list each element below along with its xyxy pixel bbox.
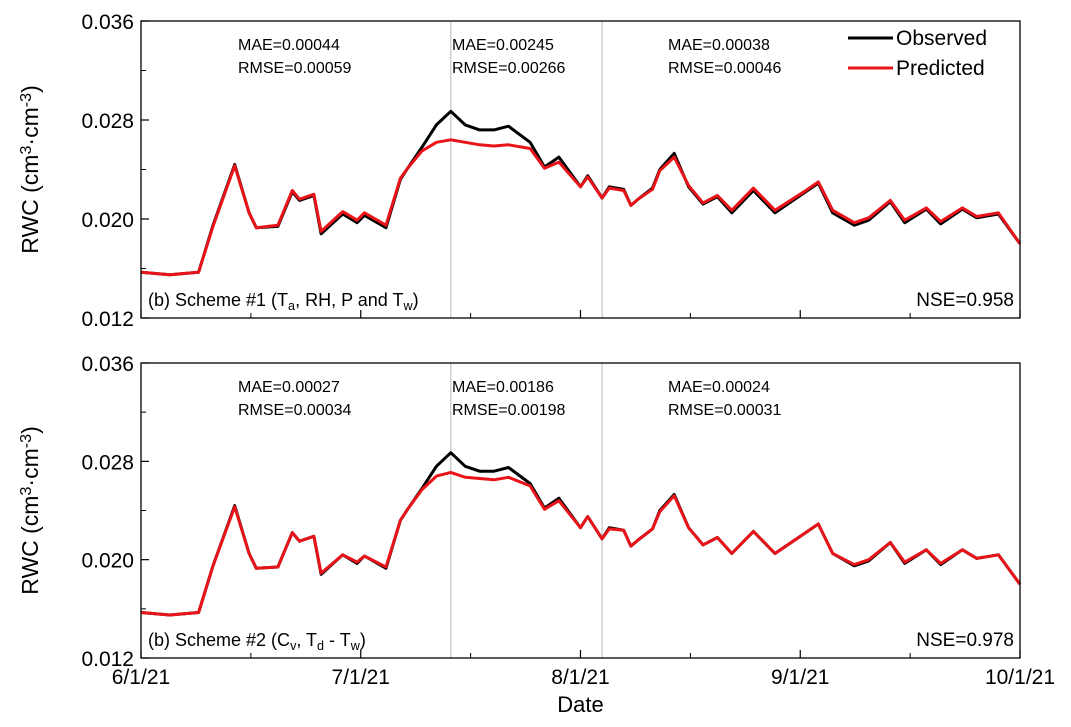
panel-label-part: - T xyxy=(324,630,351,650)
panel-label-part: w xyxy=(350,639,361,653)
panel-label: (b) Scheme #2 (Cv, Td - Tw) xyxy=(148,630,366,653)
y-axis-label-part: ) xyxy=(17,85,43,93)
y-axis-label-part: -3 xyxy=(17,93,35,107)
panel-1: 0.036 0.028 0.020 0.012 RWC (cm3·cm-3) MAE=0.… xyxy=(17,11,1022,331)
y-tick-label: 0.012 xyxy=(81,308,134,331)
x-tick-label: 8/1/21 xyxy=(551,666,609,689)
y-axis-label-part: ) xyxy=(17,426,43,434)
y-tick-label: 0.028 xyxy=(81,451,134,474)
x-tick-label: 7/1/21 xyxy=(332,666,390,689)
y-tick-label: 0.036 xyxy=(81,11,134,34)
series-line-observed xyxy=(140,451,1022,617)
nse-annotation: NSE=0.978 xyxy=(916,630,1014,651)
y-axis-label-part: 3 xyxy=(17,146,35,155)
x-tick-label: 10/1/21 xyxy=(985,666,1055,689)
panel-label-part: (b) Scheme #2 (C xyxy=(148,630,290,650)
panel-label-part: , RH, P and T xyxy=(295,290,403,310)
y-axis-label-part: RWC (cm xyxy=(17,155,43,254)
panel-label-part: , T xyxy=(296,630,317,650)
panel-label-part: (b) Scheme #1 (T xyxy=(148,290,288,310)
y-axis-label-part: ·cm xyxy=(17,107,43,145)
y-axis-label: RWC (cm3·cm-3) xyxy=(17,85,43,254)
rmse-annotation: RMSE=0.00059 xyxy=(238,60,352,77)
mae-annotation: MAE=0.00186 xyxy=(452,379,554,396)
mae-annotation: MAE=0.00038 xyxy=(668,37,770,54)
y-axis-label-part: ·cm xyxy=(17,448,43,486)
y-tick-label: 0.020 xyxy=(81,550,134,573)
y-axis-label-part: -3 xyxy=(17,434,35,448)
series-line-predicted xyxy=(140,470,1022,617)
series-line-observed xyxy=(140,109,1022,277)
y-axis-label-part: RWC (cm xyxy=(17,496,43,595)
y-axis-label-part: 3 xyxy=(17,487,35,496)
rmse-annotation: RMSE=0.00198 xyxy=(452,402,566,419)
mae-annotation: MAE=0.00044 xyxy=(238,37,340,54)
y-tick-label: 0.020 xyxy=(81,209,134,232)
legend-label-predicted: Predicted xyxy=(896,57,985,80)
panel-label-part: d xyxy=(317,639,324,653)
legend-label-observed: Observed xyxy=(896,27,987,50)
panel-label-part: v xyxy=(290,639,297,653)
rmse-annotation: RMSE=0.00031 xyxy=(668,402,782,419)
series-line-predicted xyxy=(140,138,1022,277)
panel-label-part: a xyxy=(288,299,295,313)
y-axis-label: RWC (cm3·cm-3) xyxy=(17,426,43,595)
rmse-annotation: RMSE=0.00046 xyxy=(668,60,782,77)
nse-annotation: NSE=0.958 xyxy=(916,290,1014,311)
panel-label-part: ) xyxy=(413,290,419,310)
rmse-annotation: RMSE=0.00034 xyxy=(238,402,352,419)
x-tick-label: 6/1/21 xyxy=(112,666,170,689)
legend: Observed Predicted xyxy=(848,27,987,80)
y-tick-label: 0.028 xyxy=(81,110,134,133)
mae-annotation: MAE=0.00027 xyxy=(238,379,340,396)
mae-annotation: MAE=0.00245 xyxy=(452,37,554,54)
mae-annotation: MAE=0.00024 xyxy=(668,379,770,396)
x-tick-label: 9/1/21 xyxy=(771,666,829,689)
x-axis-label: Date xyxy=(557,692,603,717)
panel-label-part: w xyxy=(402,299,413,313)
y-tick-label: 0.012 xyxy=(81,648,134,671)
panel-label-part: ) xyxy=(360,630,366,650)
y-tick-label: 0.036 xyxy=(81,353,134,376)
panel-label: (b) Scheme #1 (Ta, RH, P and Tw) xyxy=(148,290,419,313)
rmse-annotation: RMSE=0.00266 xyxy=(452,60,566,77)
